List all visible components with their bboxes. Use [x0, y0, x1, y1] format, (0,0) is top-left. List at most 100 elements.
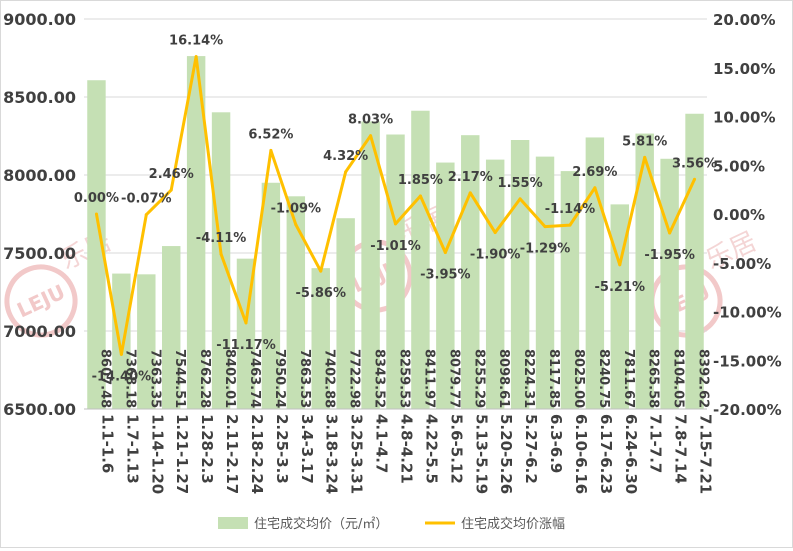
bar [635, 133, 654, 409]
bar-value-label: 7811.67 [621, 349, 636, 408]
x-tick-label: 2.25-3.3 [273, 414, 291, 484]
bar-value-label: 8117.85 [546, 349, 561, 408]
line-point [194, 55, 198, 59]
line-value-label: -4.11% [196, 231, 247, 246]
line-point [593, 186, 597, 190]
line-value-label: -3.95% [420, 268, 471, 283]
x-tick-label: 7.1-7.7 [647, 414, 665, 473]
bar [211, 112, 231, 409]
line-point [418, 194, 422, 198]
line-point [443, 251, 447, 255]
bar-value-label: 7402.88 [322, 349, 337, 408]
y2-tick-label: -15.00% [713, 352, 782, 370]
line-point [468, 191, 472, 195]
watermark-logo-text: LEJU [13, 280, 69, 323]
x-tick-label: 6.10-6.16 [572, 414, 590, 494]
bar-value-label: 8079.77 [446, 349, 461, 408]
bar-value-label: 8392.62 [696, 349, 711, 408]
bar-value-label: 8762.28 [197, 349, 212, 408]
bar-value-label: 8259.53 [397, 349, 412, 408]
line-point [568, 223, 572, 227]
bar [161, 246, 181, 409]
line-value-label: -1.90% [470, 248, 521, 263]
bar [411, 110, 430, 410]
legend-bar-swatch [218, 517, 248, 529]
bar-value-label: 7544.51 [172, 349, 187, 408]
x-tick-label: 1.1-1.6 [98, 414, 116, 473]
line-value-label: -5.86% [295, 286, 346, 301]
x-tick-label: 5.20-5.26 [497, 414, 515, 494]
legend-line-label: 住宅成交均价涨幅 [461, 516, 565, 532]
bar [610, 204, 630, 409]
line-point [493, 231, 497, 235]
bar-value-label: 8265.58 [646, 349, 661, 408]
bar-value-label: 7722.98 [347, 349, 362, 408]
bar-value-label: 8098.61 [496, 349, 511, 408]
bar [112, 273, 131, 409]
x-tick-label: 1.28-2.3 [198, 414, 216, 484]
bar [560, 171, 580, 409]
x-tick-label: 2.11-2.17 [223, 414, 241, 494]
line-value-label: -11.17% [216, 338, 276, 353]
line-value-label: 1.85% [398, 173, 443, 188]
bar-value-label: 7950.24 [272, 349, 287, 408]
x-tick-label: 7.8-7.14 [672, 414, 690, 484]
legend: 住宅成交均价（元/㎡） 住宅成交均价涨幅 [218, 516, 565, 532]
bar [137, 274, 156, 409]
y2-tick-label: -20.00% [713, 401, 782, 419]
y2-tick-label: -5.00% [713, 255, 771, 273]
line-point [693, 177, 697, 181]
x-tick-label: 3.25-3.31 [348, 414, 366, 494]
line-point [543, 225, 547, 229]
line-value-label: 8.03% [348, 113, 393, 128]
x-tick-label: 1.7-1.13 [123, 414, 141, 484]
x-tick-label: 6.17-6.23 [597, 414, 615, 494]
line-value-label: 4.32% [323, 149, 368, 164]
line-point [294, 223, 298, 227]
x-tick-label: 3.4-3.17 [298, 414, 316, 484]
line-point [119, 352, 123, 356]
x-tick-label: 4.1-4.7 [373, 414, 391, 473]
bar [311, 268, 330, 409]
line-point [618, 263, 622, 267]
line-value-label: 16.14% [169, 34, 223, 49]
x-tick-label: 4.22-5.5 [422, 414, 440, 484]
bar [261, 182, 281, 409]
line-value-label: -14.40% [92, 369, 152, 384]
watermark-ring [4, 264, 78, 338]
line-value-label: 2.46% [149, 167, 194, 182]
bar-value-label: 8240.75 [596, 349, 611, 408]
line-value-label: 2.69% [572, 165, 617, 180]
y-tick-label: 7500.00 [3, 244, 76, 263]
x-tick-label: 4.8-4.21 [398, 414, 416, 484]
legend-bar-label: 住宅成交均价（元/㎡） [254, 516, 388, 532]
bar-value-label: 8411.97 [421, 349, 436, 408]
bar-value-label: 8343.52 [372, 349, 387, 408]
line-value-label: -1.29% [520, 242, 571, 257]
x-tick-label: 1.21-1.27 [173, 414, 191, 494]
line-value-label: 3.56% [672, 156, 717, 171]
line-point [369, 134, 373, 138]
line-point [518, 197, 522, 201]
y2-tick-label: 0.00% [713, 206, 765, 224]
bar-value-label: 7368.18 [122, 349, 137, 408]
x-tick-label: 5.13-5.19 [472, 414, 490, 494]
x-tick-label: 7.15-7.21 [697, 414, 715, 494]
line-value-label: -5.21% [595, 280, 646, 295]
bar [186, 56, 206, 409]
line-point [269, 148, 273, 152]
bar [485, 159, 505, 409]
line-point [319, 269, 323, 273]
y2-tick-label: 5.00% [713, 157, 765, 175]
line-point [94, 212, 98, 216]
bar [286, 196, 306, 409]
bar-value-labels: 8607.48 7368.18 7363.35 7544.51 8762.28 8402.… [97, 349, 710, 408]
x-tick-label: 5.6-5.12 [447, 414, 465, 484]
line-point [144, 213, 148, 217]
x-tick-label: 3.18-3.24 [323, 414, 341, 494]
bar-value-label: 8607.48 [97, 349, 112, 408]
line-value-label: -1.09% [271, 202, 322, 217]
line-point [344, 170, 348, 174]
line-point [394, 222, 397, 226]
